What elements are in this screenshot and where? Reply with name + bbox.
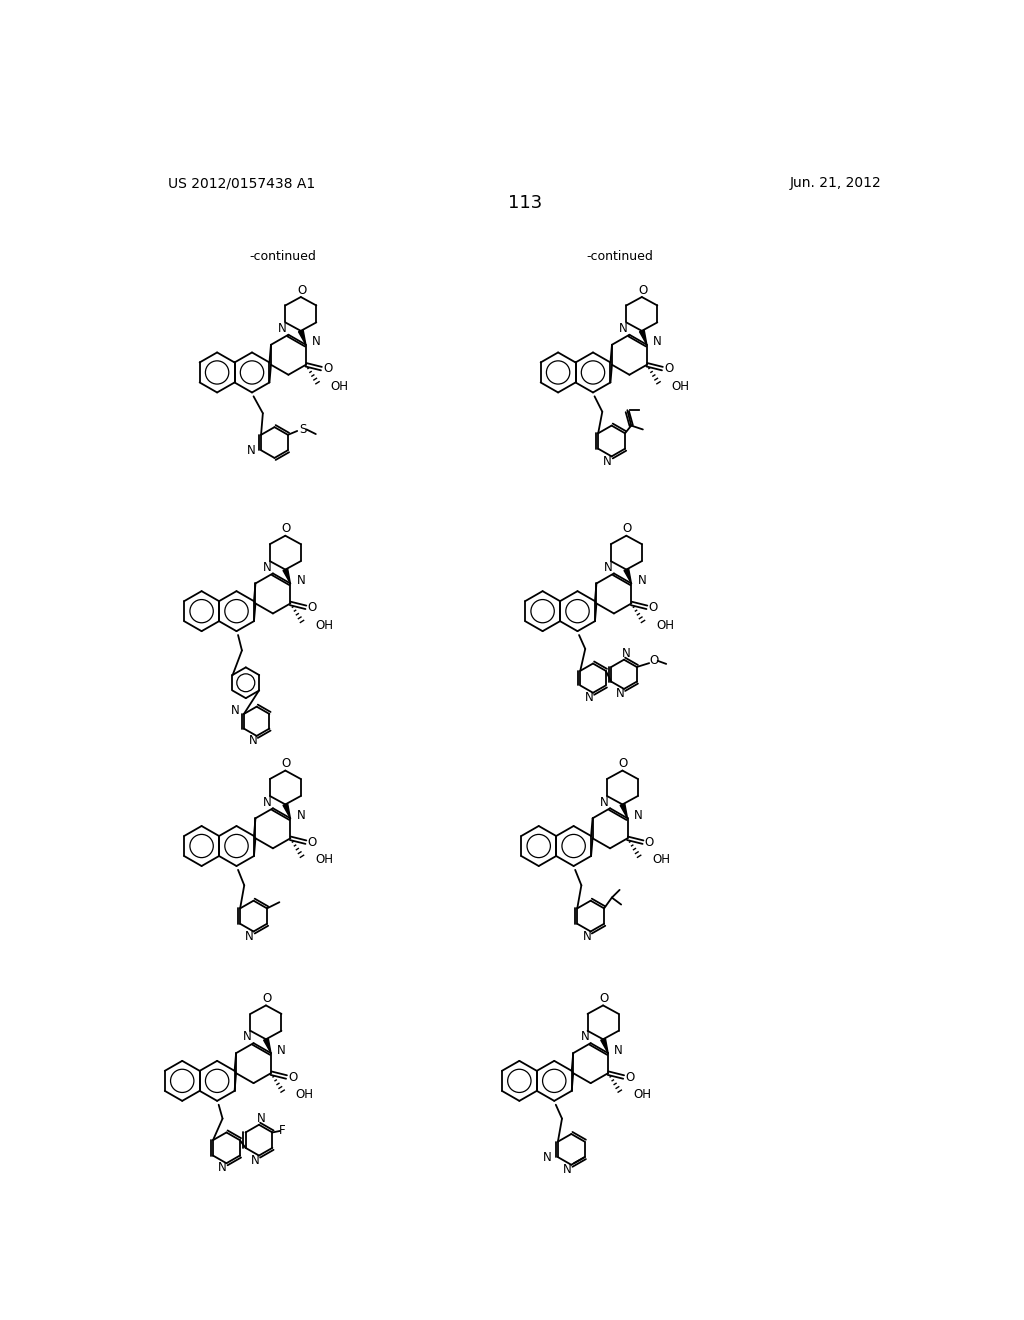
Text: N: N bbox=[585, 690, 594, 704]
Text: OH: OH bbox=[315, 619, 333, 631]
Text: N: N bbox=[653, 335, 662, 348]
Text: N: N bbox=[247, 444, 256, 457]
Text: OH: OH bbox=[633, 1088, 651, 1101]
Text: O: O bbox=[648, 601, 657, 614]
Text: O: O bbox=[282, 758, 291, 770]
Text: O: O bbox=[297, 284, 306, 297]
Text: N: N bbox=[244, 1031, 252, 1044]
Polygon shape bbox=[601, 1039, 608, 1053]
Text: O: O bbox=[262, 991, 271, 1005]
Text: N: N bbox=[231, 704, 240, 717]
Text: N: N bbox=[543, 1151, 552, 1164]
Text: O: O bbox=[288, 1071, 297, 1084]
Text: O: O bbox=[626, 1071, 635, 1084]
Text: N: N bbox=[615, 686, 625, 700]
Text: N: N bbox=[620, 322, 628, 335]
Text: US 2012/0157438 A1: US 2012/0157438 A1 bbox=[168, 176, 315, 190]
Polygon shape bbox=[283, 569, 291, 583]
Text: N: N bbox=[312, 335, 321, 348]
Text: OH: OH bbox=[672, 380, 690, 393]
Text: OH: OH bbox=[315, 853, 333, 866]
Text: -continued: -continued bbox=[250, 251, 316, 264]
Text: O: O bbox=[307, 836, 316, 849]
Text: O: O bbox=[638, 284, 647, 297]
Text: O: O bbox=[282, 523, 291, 536]
Polygon shape bbox=[621, 804, 628, 818]
Polygon shape bbox=[263, 1039, 271, 1053]
Text: N: N bbox=[246, 929, 254, 942]
Text: N: N bbox=[262, 561, 271, 574]
Text: N: N bbox=[603, 561, 612, 574]
Text: 113: 113 bbox=[508, 194, 542, 213]
Polygon shape bbox=[640, 330, 647, 345]
Text: N: N bbox=[583, 929, 591, 942]
Text: N: N bbox=[600, 796, 608, 809]
Polygon shape bbox=[283, 804, 291, 818]
Text: OH: OH bbox=[652, 853, 671, 866]
Text: F: F bbox=[279, 1125, 285, 1138]
Polygon shape bbox=[624, 569, 632, 583]
Text: OH: OH bbox=[331, 380, 349, 393]
Text: Jun. 21, 2012: Jun. 21, 2012 bbox=[790, 176, 882, 190]
Text: O: O bbox=[599, 991, 608, 1005]
Text: OH: OH bbox=[296, 1088, 313, 1101]
Text: N: N bbox=[297, 809, 305, 822]
Text: N: N bbox=[279, 322, 287, 335]
Text: N: N bbox=[278, 1044, 286, 1056]
Text: N: N bbox=[638, 574, 646, 587]
Text: N: N bbox=[262, 796, 271, 809]
Text: N: N bbox=[634, 809, 642, 822]
Text: O: O bbox=[323, 362, 332, 375]
Text: OH: OH bbox=[656, 619, 674, 631]
Text: O: O bbox=[618, 758, 628, 770]
Text: O: O bbox=[664, 362, 673, 375]
Text: N: N bbox=[251, 1154, 259, 1167]
Text: N: N bbox=[622, 647, 631, 660]
Text: N: N bbox=[581, 1031, 589, 1044]
Text: O: O bbox=[623, 523, 632, 536]
Text: -continued: -continued bbox=[587, 251, 653, 264]
Text: O: O bbox=[649, 655, 658, 668]
Text: N: N bbox=[563, 1163, 571, 1176]
Text: N: N bbox=[249, 734, 257, 747]
Text: N: N bbox=[297, 574, 305, 587]
Text: N: N bbox=[257, 1111, 265, 1125]
Text: S: S bbox=[300, 422, 307, 436]
Text: N: N bbox=[603, 454, 612, 467]
Polygon shape bbox=[298, 330, 306, 345]
Text: N: N bbox=[218, 1162, 227, 1175]
Text: N: N bbox=[614, 1044, 623, 1056]
Text: O: O bbox=[307, 601, 316, 614]
Text: O: O bbox=[644, 836, 654, 849]
